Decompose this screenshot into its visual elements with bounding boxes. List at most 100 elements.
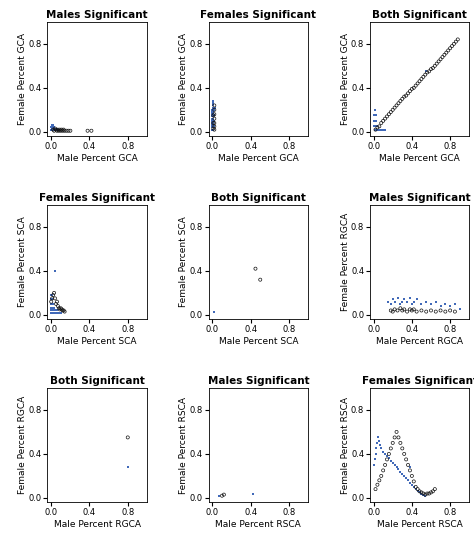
- X-axis label: Male Percent SCA: Male Percent SCA: [219, 337, 298, 346]
- Point: [416, 487, 423, 496]
- Point: [412, 485, 419, 494]
- Point: [252, 264, 259, 273]
- Point: [371, 125, 378, 134]
- Point: [210, 108, 217, 116]
- Point: [435, 57, 442, 66]
- Point: [387, 444, 394, 453]
- Point: [391, 433, 399, 442]
- Point: [437, 302, 444, 311]
- Point: [50, 123, 58, 132]
- Point: [210, 124, 217, 133]
- Point: [431, 62, 438, 70]
- Point: [210, 114, 218, 123]
- Point: [410, 305, 418, 314]
- Point: [209, 112, 216, 121]
- Point: [418, 489, 425, 498]
- Point: [385, 110, 392, 118]
- Point: [389, 458, 397, 467]
- Point: [387, 306, 394, 315]
- Point: [373, 122, 380, 130]
- Point: [50, 126, 58, 135]
- Point: [48, 124, 56, 133]
- Point: [401, 92, 408, 101]
- Title: Males Significant: Males Significant: [46, 10, 148, 20]
- Point: [427, 306, 435, 315]
- Point: [124, 463, 132, 472]
- Point: [383, 452, 391, 460]
- Point: [49, 125, 57, 134]
- Y-axis label: Female Percent RSCA: Female Percent RSCA: [179, 396, 188, 494]
- Title: Both Significant: Both Significant: [211, 193, 306, 203]
- Point: [48, 308, 56, 317]
- X-axis label: Male Percent GCA: Male Percent GCA: [379, 153, 460, 163]
- Point: [397, 97, 404, 105]
- Point: [53, 126, 61, 135]
- Point: [406, 305, 414, 314]
- Point: [53, 125, 61, 134]
- Title: Both Significant: Both Significant: [50, 376, 145, 386]
- Point: [377, 472, 385, 480]
- Point: [210, 122, 218, 130]
- Point: [374, 125, 382, 134]
- Point: [210, 105, 217, 114]
- Point: [370, 461, 377, 470]
- Point: [210, 105, 218, 114]
- Point: [210, 110, 218, 118]
- Point: [47, 298, 55, 306]
- Point: [437, 306, 444, 315]
- Point: [48, 294, 56, 302]
- Point: [210, 114, 217, 123]
- Point: [399, 444, 406, 453]
- Point: [50, 124, 58, 133]
- Point: [51, 308, 59, 317]
- Point: [209, 114, 216, 123]
- Point: [438, 52, 446, 61]
- Point: [210, 118, 217, 127]
- Point: [445, 46, 452, 55]
- Point: [210, 125, 218, 134]
- Point: [209, 105, 216, 114]
- Point: [210, 99, 217, 108]
- Point: [379, 447, 387, 456]
- Point: [385, 454, 392, 462]
- Point: [451, 300, 459, 308]
- Point: [47, 308, 55, 317]
- Point: [418, 306, 425, 315]
- Point: [397, 304, 404, 313]
- Point: [48, 304, 56, 313]
- Point: [209, 118, 216, 127]
- Point: [64, 126, 72, 135]
- Point: [49, 121, 57, 129]
- Point: [406, 87, 414, 96]
- Point: [210, 116, 217, 125]
- Point: [372, 125, 379, 134]
- Y-axis label: Female Percent GCA: Female Percent GCA: [18, 33, 27, 125]
- Point: [414, 485, 421, 494]
- Point: [410, 483, 418, 491]
- Point: [370, 111, 377, 120]
- Point: [49, 300, 57, 308]
- Point: [51, 124, 59, 133]
- Point: [429, 487, 437, 496]
- Point: [419, 490, 427, 499]
- Point: [53, 308, 61, 317]
- Point: [421, 491, 429, 500]
- X-axis label: Male Percent RGCA: Male Percent RGCA: [54, 520, 141, 529]
- Point: [210, 123, 217, 132]
- Point: [385, 449, 392, 458]
- Point: [88, 126, 95, 135]
- Point: [406, 294, 414, 302]
- Point: [387, 300, 394, 308]
- Point: [403, 298, 411, 306]
- Point: [375, 122, 383, 130]
- Point: [210, 111, 217, 120]
- Point: [210, 101, 217, 110]
- Point: [447, 302, 454, 311]
- Point: [52, 300, 60, 308]
- Point: [395, 99, 402, 108]
- Point: [427, 65, 435, 74]
- Point: [376, 441, 384, 449]
- Point: [441, 50, 448, 59]
- Point: [427, 488, 435, 497]
- Point: [401, 295, 408, 304]
